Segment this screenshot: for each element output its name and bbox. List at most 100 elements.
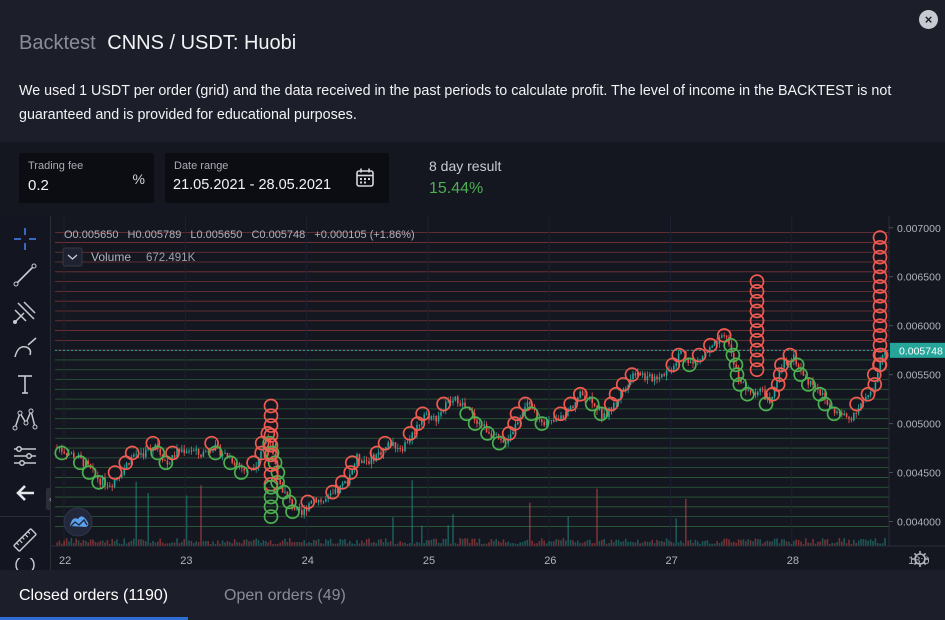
volume-bar: [483, 543, 485, 546]
candle-body: [224, 452, 226, 454]
brush-icon[interactable]: [10, 334, 40, 362]
candle-body: [433, 415, 435, 417]
candle-body: [430, 415, 433, 420]
candle-body: [99, 479, 101, 485]
buy-order-marker: [208, 445, 223, 461]
magnet-icon[interactable]: [10, 558, 40, 570]
ruler-icon[interactable]: [10, 526, 40, 554]
buy-order-marker: [72, 455, 88, 471]
price-axis[interactable]: [889, 216, 945, 546]
candle-body: [644, 373, 646, 381]
candle-body: [101, 477, 104, 485]
volume-bar: [553, 541, 555, 546]
toolbar-collapse-handle[interactable]: ‹: [46, 488, 55, 510]
order-stack-marker: [749, 333, 765, 348]
settings-gear-icon[interactable]: [912, 551, 928, 567]
buy-order-marker: [789, 357, 805, 373]
volume-bar: [68, 541, 70, 546]
time-axis[interactable]: [51, 546, 945, 570]
order-stack-marker: [872, 230, 888, 245]
candle-body: [411, 432, 413, 440]
candle-body: [262, 443, 265, 452]
candle-body: [351, 469, 353, 475]
price-chart[interactable]: 0.007000 0.006500 0.006000 0.005500 0.005000…: [51, 216, 945, 570]
tab-closed-orders[interactable]: Closed orders (1190): [19, 587, 169, 604]
volume-bar: [269, 540, 272, 546]
volume-bar: [92, 539, 94, 546]
buy-order-marker: [758, 396, 774, 412]
volume-bar: [521, 542, 524, 546]
candle-body: [560, 415, 562, 420]
volume-bar: [272, 543, 274, 546]
candle-body: [464, 402, 466, 407]
volume-bar: [183, 539, 185, 546]
volume-bar: [591, 543, 593, 546]
forecast-icon[interactable]: [10, 442, 40, 470]
order-stack-marker: [872, 269, 888, 285]
candle-body: [788, 362, 790, 365]
volume-bar: [737, 539, 740, 546]
calendar-icon[interactable]: [355, 167, 375, 188]
candle-body: [279, 479, 281, 485]
candle-body: [380, 452, 382, 455]
volume-bar: [778, 543, 781, 546]
pitchfork-icon[interactable]: [10, 298, 40, 326]
volume-bar: [476, 542, 478, 546]
volume-bar: [317, 538, 320, 546]
volume-bar: [229, 541, 231, 546]
trading-fee-label: Trading fee: [28, 160, 84, 172]
volume-bar: [89, 539, 92, 546]
candle-body: [781, 367, 783, 372]
volume-bar: [548, 541, 550, 546]
sell-order-marker: [300, 494, 316, 510]
chart-area[interactable]: ‹ 0.007000 0.006500 0.006000 0.005500 0.0050…: [0, 216, 945, 570]
tab-open-orders[interactable]: Open orders (49): [224, 587, 346, 604]
volume-bar: [94, 541, 97, 546]
candle-body: [209, 451, 212, 453]
order-stack-marker: [872, 298, 888, 314]
candle-body: [281, 484, 284, 493]
volume-bar: [329, 538, 332, 546]
candle-body: [461, 402, 464, 406]
volume-bar: [752, 541, 754, 546]
candle-body: [687, 358, 689, 364]
candle-body: [133, 454, 135, 457]
tradingview-logo[interactable]: [63, 507, 93, 537]
candle-body: [452, 400, 454, 403]
candle-body: [243, 468, 245, 471]
volume-bar: [279, 542, 281, 546]
trading-fee-value[interactable]: 0.2: [28, 177, 49, 194]
volume-collapse-button[interactable]: [62, 247, 83, 267]
back-arrow-icon[interactable]: [10, 479, 40, 507]
candle-body: [829, 404, 831, 408]
buy-order-marker: [728, 357, 744, 373]
text-tool-icon[interactable]: [10, 370, 40, 398]
volume-bar: [181, 541, 183, 546]
volume-legend[interactable]: Volume 672.491K: [62, 247, 196, 267]
pattern-icon[interactable]: [10, 406, 40, 434]
x-tick-label: 26: [544, 555, 556, 567]
volume-bar: [233, 539, 236, 546]
volume-bar: [339, 538, 341, 546]
candle-body: [445, 402, 447, 410]
candle-body: [406, 442, 409, 444]
trading-fee-field[interactable]: Trading fee 0.2 %: [19, 153, 154, 203]
candle-body: [317, 499, 320, 503]
candle-body: [344, 481, 346, 484]
date-range-field[interactable]: Date range 21.05.2021 - 28.05.2021: [165, 153, 389, 203]
close-icon[interactable]: ×: [919, 10, 938, 29]
candle-body: [159, 448, 161, 455]
volume-bar: [394, 543, 397, 546]
order-stack-marker: [263, 418, 279, 433]
volume-bar: [692, 542, 694, 546]
volume-bar: [567, 516, 569, 546]
candle-body: [656, 376, 658, 379]
candle-body: [819, 389, 821, 395]
volume-bar: [555, 539, 557, 546]
candle-body: [699, 359, 701, 361]
date-range-value[interactable]: 21.05.2021 - 28.05.2021: [173, 177, 332, 193]
crosshair-icon[interactable]: [10, 225, 40, 253]
candle-body: [305, 509, 308, 512]
volume-bar: [709, 543, 711, 546]
trend-line-icon[interactable]: [10, 261, 40, 289]
